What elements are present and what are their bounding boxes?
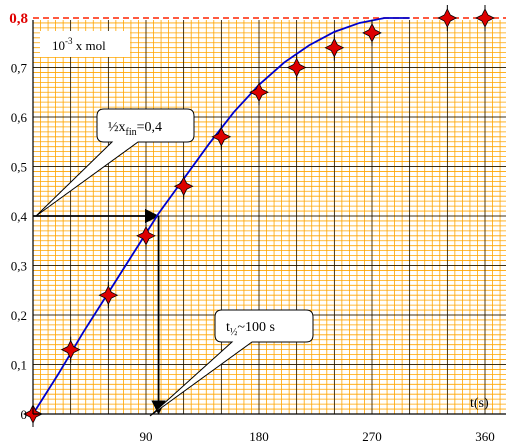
unit-box: 10-3 x mol — [40, 31, 130, 57]
data-point — [211, 123, 232, 150]
unit-rest: x mol — [73, 38, 107, 53]
half-value-guides — [33, 208, 166, 415]
svg-text:t½~100 s: t½~100 s — [226, 320, 275, 338]
callout-thalf-suffix: ~100 s — [237, 320, 275, 335]
data-point-marker — [211, 126, 232, 147]
data-point — [437, 5, 458, 31]
data-point-marker — [249, 82, 269, 103]
callout-thalf-sub: ½ — [230, 327, 238, 338]
data-point — [173, 173, 194, 200]
unit-exp: -3 — [65, 36, 73, 46]
data-point-marker — [98, 285, 119, 306]
y-tick-label: 0,1 — [11, 358, 27, 373]
y-tick-label: 0,2 — [11, 308, 27, 323]
x-tick-label: 270 — [362, 429, 382, 444]
svg-text:10-3 x mol: 10-3 x mol — [52, 36, 106, 53]
data-point-marker — [437, 8, 458, 28]
callout-thalf-prefix: t — [226, 320, 230, 335]
data-point-marker — [286, 57, 307, 78]
axes — [32, 20, 506, 415]
callout-half-value: ½xfin=0,4 — [35, 108, 195, 217]
data-point — [362, 19, 382, 46]
y-tick-label: 0,6 — [11, 110, 28, 125]
data-points — [23, 5, 495, 427]
x-tick-label: 180 — [249, 429, 269, 444]
data-point — [324, 34, 345, 61]
x-tick-label: 360 — [475, 429, 495, 444]
callout-half-suffix: =0,4 — [137, 120, 162, 135]
y-tick-labels: 0 0,1 0,2 0,3 0,4 0,5 0,6 0,7 0,8 — [9, 11, 28, 422]
data-point — [475, 5, 495, 31]
grid — [32, 20, 506, 415]
callout-half-sub: fin — [126, 127, 137, 138]
data-point — [60, 336, 81, 363]
y-tick-label: 0,4 — [11, 209, 28, 224]
data-point — [249, 79, 269, 106]
y-tick-label: 0,3 — [11, 259, 27, 274]
y-tick-label: 0,8 — [9, 11, 28, 27]
y-tick-label: 0 — [21, 407, 28, 422]
y-tick-label: 0,5 — [11, 160, 27, 175]
callout-half-life: t½~100 s — [149, 309, 314, 417]
data-point-marker — [324, 37, 345, 58]
x-tick-labels: 90 180 270 360 — [140, 429, 495, 444]
svg-text:½xfin=0,4: ½xfin=0,4 — [108, 120, 162, 138]
data-point — [98, 282, 119, 309]
data-point-marker — [362, 22, 382, 43]
callout-half-prefix: ½x — [108, 120, 126, 135]
data-point-marker — [60, 339, 81, 360]
data-point-marker — [475, 8, 495, 28]
x-tick-label: 90 — [140, 429, 153, 444]
y-tick-label: 0,7 — [11, 61, 28, 76]
data-point — [286, 54, 307, 81]
plot-area — [33, 20, 506, 414]
data-point — [136, 222, 156, 249]
data-point-marker — [136, 225, 156, 246]
data-point-marker — [173, 176, 194, 197]
x-axis-label: t(s) — [470, 396, 489, 411]
unit-base: 10 — [52, 38, 65, 53]
